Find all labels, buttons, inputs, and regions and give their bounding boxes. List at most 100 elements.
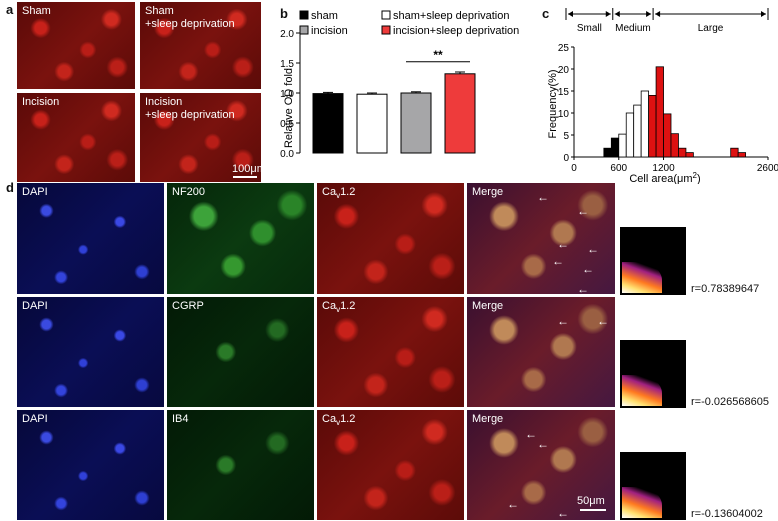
arrow-marker: ← [537,190,549,204]
arrow-marker: ← [557,237,569,251]
scale-bar-label: 50μm [577,495,605,507]
micrograph-row3-col3: Cav1.2 [317,410,464,520]
y-axis-label: Frequency(%) [547,69,559,138]
micrograph-incision-sleep-deprivation: Incision +sleep deprivation 100μm [140,93,261,182]
arrow-marker: ← [582,262,594,276]
micrograph-row2-col3: Cav1.2 [317,297,464,407]
y-tick-label: 15 [558,87,570,98]
channel-label: DAPI [22,300,48,312]
micrograph-sham-sleep-deprivation: Sham +sleep deprivation [140,2,261,89]
size-range-label: Large [698,23,724,34]
micrograph-row2-col4: Merge ← ← [467,297,615,407]
arrow-head [655,11,661,17]
micrograph-row1-col3: Cav1.2 [317,183,464,294]
micrograph-incision: Incision [17,93,135,182]
colocalization-scatter [620,452,686,520]
histogram-bar-12 [730,147,739,158]
histogram-bar-13 [737,152,747,158]
channel-label: CGRP [172,300,204,312]
y-axis: 0.0 0.5 1.0 1.5 2.0 [280,29,301,160]
correlation-coefficient: r=0.78389647 [691,283,760,295]
panel-letter-b: b [280,6,288,21]
channel-label: Cav1.2 [322,186,355,202]
cav-subscript: v [336,305,341,315]
micrograph-row3-col1: DAPI [17,410,164,520]
channel-label: Merge [472,413,504,425]
channel-label: NF200 [172,186,206,198]
arrow-head [646,11,652,17]
channel-label: IB4 [172,413,189,425]
arrow-marker: ← [597,314,609,328]
scatter-density [622,375,662,406]
micrograph-label: Incision +sleep deprivation [145,96,235,121]
y-tick-label: 0.5 [280,119,294,130]
y-tick-label: 10 [558,109,570,120]
micrograph-row2-col2: CGRP [167,297,314,407]
micrograph-row3-col4: Merge ← ← ← ← 50μm [467,410,615,520]
scatter-density [622,487,662,518]
micrograph-label: Incision [22,96,60,108]
arrow-marker: ← [552,254,564,268]
legend-swatch [381,25,391,35]
bar-1 [356,93,388,154]
x-tick-label: 600 [610,163,627,174]
arrow-marker: ← [537,437,549,451]
panel-letter-d: d [6,180,14,195]
colocalization-scatter [620,340,686,408]
y-tick-label: 2.0 [280,29,294,40]
micrograph-sham: Sham [17,2,135,89]
histogram-bar-2 [618,133,627,158]
y-axis-label: Relative OD fold [283,68,295,148]
legend-swatch [299,10,309,20]
micrograph-label: Sham [22,5,51,17]
arrow-head [761,11,766,17]
histogram-bars [603,66,747,158]
y-tick-label: 20 [558,65,570,76]
micrograph-row2-col1: DAPI [17,297,164,407]
cav-label: Ca [322,300,337,312]
legend-label: incision+sleep deprivation [393,25,519,37]
arrow-marker: ← [557,506,569,520]
cav-suffix: 1.2 [340,300,356,312]
arrow-head [614,11,620,17]
cav-suffix: 1.2 [340,413,356,425]
channel-label: DAPI [22,413,48,425]
legend-label: sham+sleep deprivation [393,10,510,22]
y-tick-label: 1.0 [280,89,294,100]
histogram-bar-10 [678,147,687,158]
cav-suffix: 1.2 [340,186,356,198]
channel-label: Merge [472,300,504,312]
correlation-coefficient: r=-0.026568605 [691,396,769,408]
cav-label: Ca [322,413,337,425]
legend-label: sham [311,10,338,22]
channel-label: Cav1.2 [322,300,355,316]
panel-letter-c: c [542,6,550,21]
arrow-head [605,11,611,17]
y-tick-label: 0 [563,153,569,164]
size-range-label: Medium [615,23,651,34]
panel-letter-a: a [6,2,14,17]
arrow-marker: ← [587,242,599,256]
bars: ** [312,48,476,154]
histogram-bar-8 [663,113,672,158]
arrow-head [568,11,573,17]
arrow-marker: ← [525,427,537,441]
size-range-indicator: Small Medium Large [565,8,769,34]
micrograph-row1-col1: DAPI [17,183,164,294]
legend-swatch [381,10,391,20]
cav-subscript: v [336,418,341,428]
histogram-bar-7 [655,66,664,158]
significance-label: ** [433,48,443,62]
arrow-marker: ← [577,204,589,218]
histogram-bar-3 [625,112,635,158]
histogram-bar-0 [603,147,612,158]
scale-bar [233,176,257,178]
arrow-marker: ← [557,314,569,328]
histogram-bar-4 [633,104,642,158]
bar-2 [400,92,432,154]
channel-label: Cav1.2 [322,413,355,429]
bar-3 [444,73,476,154]
histogram-bar-1 [610,137,620,158]
channel-label: DAPI [22,186,48,198]
